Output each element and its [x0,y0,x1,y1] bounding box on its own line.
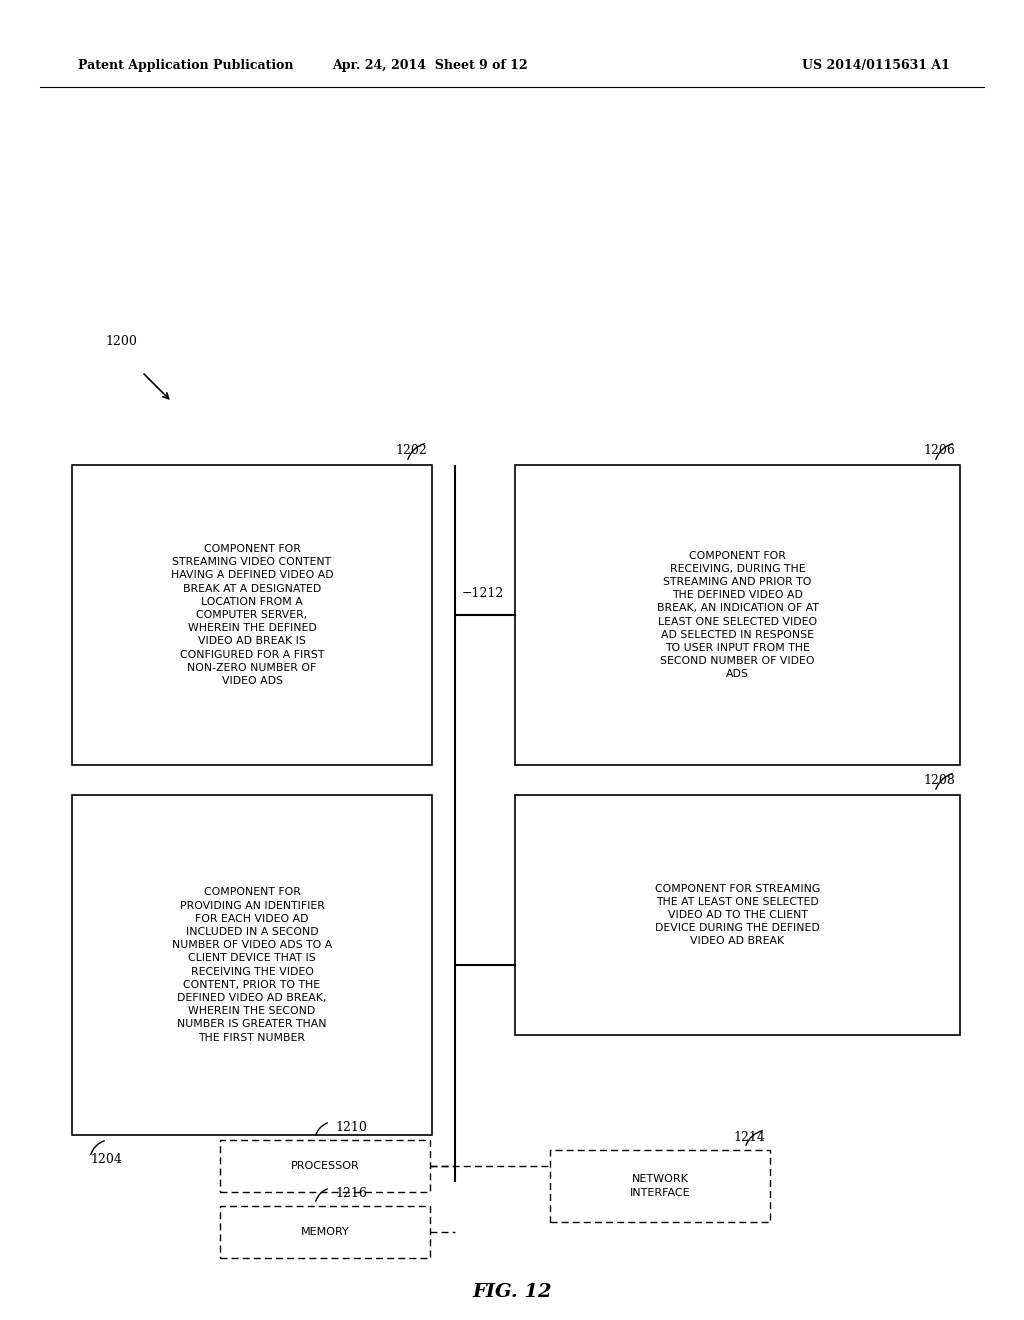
Text: 1204: 1204 [90,1152,122,1166]
Bar [515,465,961,766]
Bar [72,795,432,1135]
Text: 1216: 1216 [335,1187,367,1200]
Text: 1202: 1202 [395,444,427,457]
Text: Apr. 24, 2014  Sheet 9 of 12: Apr. 24, 2014 Sheet 9 of 12 [332,58,527,71]
Text: 1214: 1214 [733,1131,765,1144]
Text: MEMORY: MEMORY [301,1228,349,1237]
Text: COMPONENT FOR
STREAMING VIDEO CONTENT
HAVING A DEFINED VIDEO AD
BREAK AT A DESIG: COMPONENT FOR STREAMING VIDEO CONTENT HA… [171,544,334,686]
Text: NETWORK
INTERFACE: NETWORK INTERFACE [630,1175,690,1197]
Text: COMPONENT FOR STREAMING
THE AT LEAST ONE SELECTED
VIDEO AD TO THE CLIENT
DEVICE : COMPONENT FOR STREAMING THE AT LEAST ONE… [655,883,820,946]
Text: 1208: 1208 [923,774,955,787]
Text: 1210: 1210 [335,1121,367,1134]
Text: COMPONENT FOR
RECEIVING, DURING THE
STREAMING AND PRIOR TO
THE DEFINED VIDEO AD
: COMPONENT FOR RECEIVING, DURING THE STRE… [656,550,818,680]
Text: −1212: −1212 [462,587,504,601]
Text: US 2014/0115631 A1: US 2014/0115631 A1 [802,58,950,71]
Bar [550,1150,770,1222]
Text: FIG. 12: FIG. 12 [472,1283,552,1302]
Bar [515,795,961,1035]
Text: COMPONENT FOR
PROVIDING AN IDENTIFIER
FOR EACH VIDEO AD
INCLUDED IN A SECOND
NUM: COMPONENT FOR PROVIDING AN IDENTIFIER FO… [172,887,332,1043]
Bar [220,1140,430,1192]
Text: 1206: 1206 [923,444,955,457]
Bar [220,1206,430,1258]
Text: Patent Application Publication: Patent Application Publication [78,58,294,71]
Text: 1200: 1200 [105,335,137,348]
Bar [72,465,432,766]
Text: PROCESSOR: PROCESSOR [291,1162,359,1171]
